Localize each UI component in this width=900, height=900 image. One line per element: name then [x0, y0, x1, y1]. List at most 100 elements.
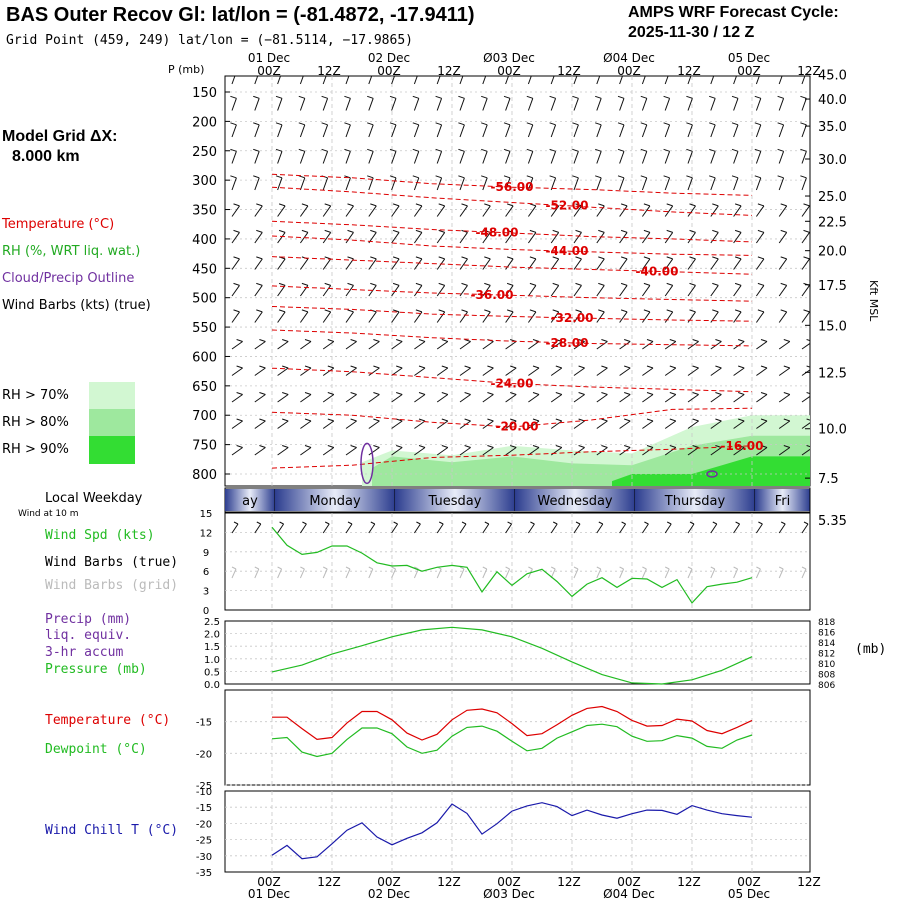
height-tick-label: 12.5	[818, 366, 847, 381]
wind-barb-flag	[282, 339, 289, 342]
hour-tick-label: 00Z	[497, 875, 521, 889]
wind-barb	[459, 124, 465, 138]
wind-barb-flag	[617, 122, 625, 126]
wind-barb	[778, 98, 785, 111]
wind-barb	[687, 124, 693, 138]
wind-barb	[391, 285, 400, 297]
wind-barb	[573, 258, 582, 270]
wind-barb-flag	[663, 122, 670, 126]
wind-barb-flag	[712, 203, 719, 207]
wind-barb-flag	[734, 282, 742, 286]
wind-barb-flag	[299, 70, 305, 72]
wind-barb-flag	[441, 418, 448, 422]
wind-barb	[368, 98, 374, 111]
wind-barb-flag	[392, 282, 400, 286]
wind-barb-flag	[601, 418, 608, 422]
wind-barb-flag	[624, 418, 631, 422]
wind-barb	[801, 98, 807, 111]
wind-barb-flag	[692, 365, 699, 369]
wind-barb-flag	[689, 203, 696, 207]
wind-barb	[482, 258, 491, 270]
dewpoint-line	[271, 723, 753, 758]
wind-barb-flag	[230, 122, 237, 126]
wind-barb	[733, 151, 739, 164]
temperature-contour	[271, 285, 753, 302]
height-tick-label: 20.0	[818, 245, 847, 260]
wind-barb	[573, 367, 585, 376]
wind-barb-flag	[712, 309, 719, 313]
wind-barb	[710, 205, 719, 217]
date-tick-label: Ø04 Dec	[603, 887, 655, 900]
surface-wind-barb-flag	[370, 521, 376, 525]
wind-barb-flag	[646, 365, 654, 369]
wind-barb	[733, 420, 745, 429]
wind-barb	[459, 341, 471, 350]
wind-barb-flag	[415, 309, 423, 313]
pressure-line	[271, 626, 753, 685]
wind-barb-flag	[396, 418, 403, 422]
legend-cloud-outline: Cloud/Precip Outline	[2, 271, 135, 286]
wind-barb-flag	[370, 229, 377, 233]
wind-barb-flag	[734, 309, 742, 313]
wind-barb	[778, 367, 791, 376]
wind-barb-flag	[526, 175, 533, 179]
wind-barb	[459, 177, 465, 191]
wind-barb-flag	[275, 122, 283, 126]
wind-barb-flag	[418, 339, 426, 342]
wind-barb	[345, 205, 354, 217]
wind-barb	[459, 232, 468, 244]
wind-barb-flag	[800, 148, 807, 152]
wind-barb-flag	[578, 445, 585, 448]
wind-barb-flag	[412, 122, 419, 126]
wind-barb	[801, 395, 810, 403]
wind-barb	[664, 420, 677, 429]
wind-barb	[710, 447, 722, 456]
wind-barb-flag	[233, 282, 240, 286]
wind-barb-flag	[575, 309, 582, 313]
surface-wind-barb-flag	[530, 521, 535, 525]
wind-tick-label: 6	[203, 567, 209, 578]
wind-barb-flag	[709, 175, 716, 179]
surface-wind-barb	[391, 523, 399, 534]
wind-barb	[254, 420, 266, 429]
wind-barb	[641, 258, 651, 270]
wind-barb-flag	[666, 309, 673, 313]
wind-barb-flag	[259, 339, 266, 342]
wind-barb-flag	[278, 229, 286, 233]
surface-wind-barb	[641, 523, 649, 534]
grid-wind-barb-flag	[733, 566, 738, 570]
wind-barb	[254, 258, 263, 270]
wind-barb-flag	[461, 282, 468, 286]
wind-barb	[619, 367, 631, 376]
wind-barb	[345, 367, 357, 376]
wind-barb	[482, 447, 494, 456]
surface-wind-barb-flag	[461, 521, 467, 525]
wind-barb-flag	[643, 309, 651, 313]
wind-barb	[755, 151, 762, 164]
grid-wind-barb-flag	[505, 566, 510, 570]
wind-barb	[527, 76, 532, 85]
wind-barb	[231, 311, 240, 323]
wind-barb	[550, 285, 560, 297]
wind-barb	[755, 98, 762, 111]
surface-wind-barb-flag	[279, 521, 284, 525]
wind-barb-flag	[692, 339, 699, 342]
wind-barb	[801, 285, 810, 297]
wind-barb-flag	[438, 309, 445, 313]
wind-barb-flag	[510, 392, 517, 395]
wind-barb	[596, 151, 602, 164]
wind-barb-flag	[806, 339, 810, 342]
wind-barb-flag	[236, 445, 243, 448]
grid-wind-barb-flag	[642, 566, 647, 570]
grid-wind-barb	[778, 568, 784, 579]
wind-barb-flag	[595, 95, 602, 99]
height-tick-label: 45.0	[818, 68, 847, 83]
wind-barb	[596, 98, 602, 111]
grid-wind-barb	[505, 568, 511, 579]
wind-barb	[505, 258, 514, 270]
wind-barb-flag	[230, 70, 236, 72]
wind-barb-flag	[526, 95, 533, 99]
wind-barb	[368, 124, 374, 138]
wind-barb-flag	[578, 339, 585, 342]
wind-barb-flag	[777, 175, 784, 179]
